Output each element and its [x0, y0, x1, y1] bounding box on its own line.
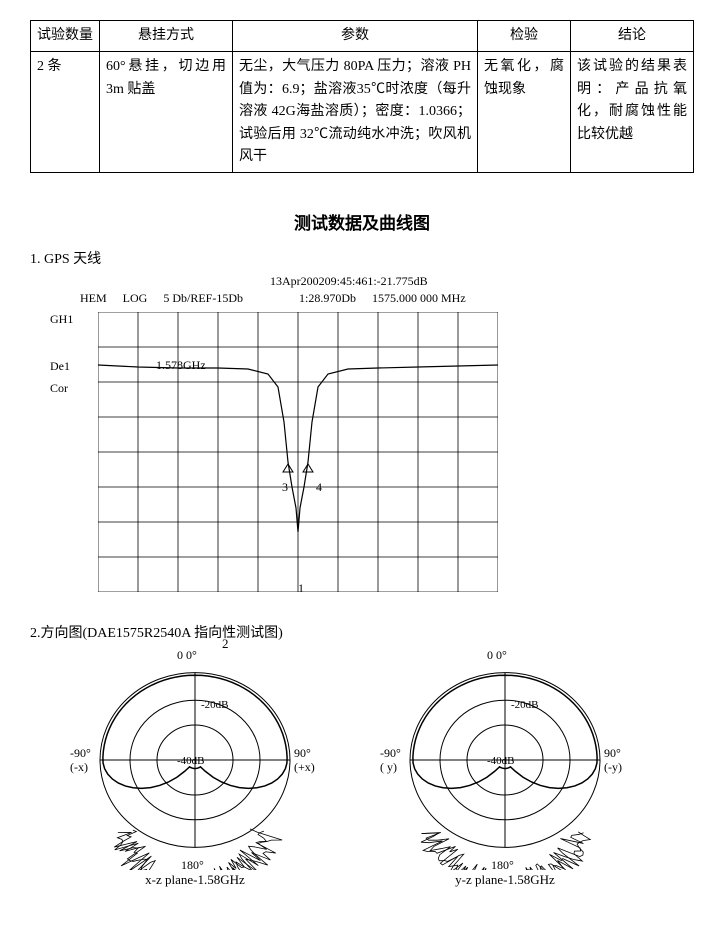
experiment-table: 试验数量 悬挂方式 参数 检验 结论 2 条 60°悬挂，切边用 3m 贴盖 无… [30, 20, 694, 173]
td-qty: 2 条 [31, 52, 100, 173]
polar-item-title: 2.方向图(DAE1575R2540A 指向性测试图) [30, 626, 283, 641]
svg-text:-40dB: -40dB [487, 755, 515, 767]
gps-marker-1: 1 [298, 581, 304, 596]
td-concl: 该试验的结果表明：产品抗氧化，耐腐蚀性能比较优越 [571, 52, 694, 173]
table-row: 2 条 60°悬挂，切边用 3m 贴盖 无尘，大气压力 80PA 压力；溶液 P… [31, 52, 694, 173]
svg-text:-20dB: -20dB [511, 699, 539, 711]
gps-chart-svg [98, 312, 498, 592]
gps-hdr-a: HEM [80, 291, 107, 306]
gps-hdr-b: LOG [123, 291, 148, 306]
polar-item-title-wrap: 2.方向图(DAE1575R2540A 指向性测试图) 2 [30, 622, 694, 642]
gps-hdr-d: 1:28.970Db [299, 291, 356, 306]
td-insp: 无氧化，腐蚀现象 [478, 52, 571, 173]
gps-marker-3: 3 [282, 480, 288, 495]
polar-left-caption: x-z plane-1.58GHz [70, 872, 320, 888]
gps-hdr-e: 1575.000 000 MHz [372, 291, 466, 306]
td-param: 无尘，大气压力 80PA 压力；溶液 PH 值为：6.9；盐溶液35℃时浓度（每… [233, 52, 478, 173]
gps-item-title: 1. GPS 天线 [30, 248, 694, 268]
gps-cor: Cor [50, 381, 98, 395]
polar-left-canvas: -20dB-40dB0 0°-90°(-x)90°(+x)180° [70, 650, 320, 870]
gps-hdr-c: 5 Db/REF-15Db [163, 291, 243, 306]
gps-marker-4: 4 [316, 480, 322, 495]
th-insp: 检验 [478, 21, 571, 52]
section-title: 测试数据及曲线图 [30, 209, 694, 234]
th-qty: 试验数量 [31, 21, 100, 52]
th-hang: 悬挂方式 [100, 21, 233, 52]
polar-row: -20dB-40dB0 0°-90°(-x)90°(+x)180° x-z pl… [70, 650, 694, 888]
polar-right-caption: y-z plane-1.58GHz [380, 872, 630, 888]
td-hang: 60°悬挂，切边用 3m 贴盖 [100, 52, 233, 173]
gps-figure: 13Apr200209:45:461:-21.775dB HEM LOG 5 D… [50, 274, 694, 592]
gps-left-labels: GH1 De1 Cor [50, 312, 98, 403]
polar-right-canvas: -20dB-40dB0 0°-90°( y)90°(-y)180° [380, 650, 630, 870]
gps-de1: De1 [50, 359, 98, 373]
svg-text:-20dB: -20dB [201, 699, 229, 711]
gps-gh1: GH1 [50, 312, 98, 326]
gps-header-line: HEM LOG 5 Db/REF-15Db 1:28.970Db 1575.00… [80, 291, 694, 306]
th-param: 参数 [233, 21, 478, 52]
polar-right-fig: -20dB-40dB0 0°-90°( y)90°(-y)180° y-z pl… [380, 650, 630, 888]
svg-text:-40dB: -40dB [177, 755, 205, 767]
gps-freq-label: 1.578GHz [156, 358, 206, 373]
gps-grid: 1.578GHz 3 4 1 [98, 312, 498, 592]
gps-top-line: 13Apr200209:45:461:-21.775dB [270, 274, 694, 289]
th-concl: 结论 [571, 21, 694, 52]
table-header-row: 试验数量 悬挂方式 参数 检验 结论 [31, 21, 694, 52]
polar-left-fig: -20dB-40dB0 0°-90°(-x)90°(+x)180° x-z pl… [70, 650, 320, 888]
